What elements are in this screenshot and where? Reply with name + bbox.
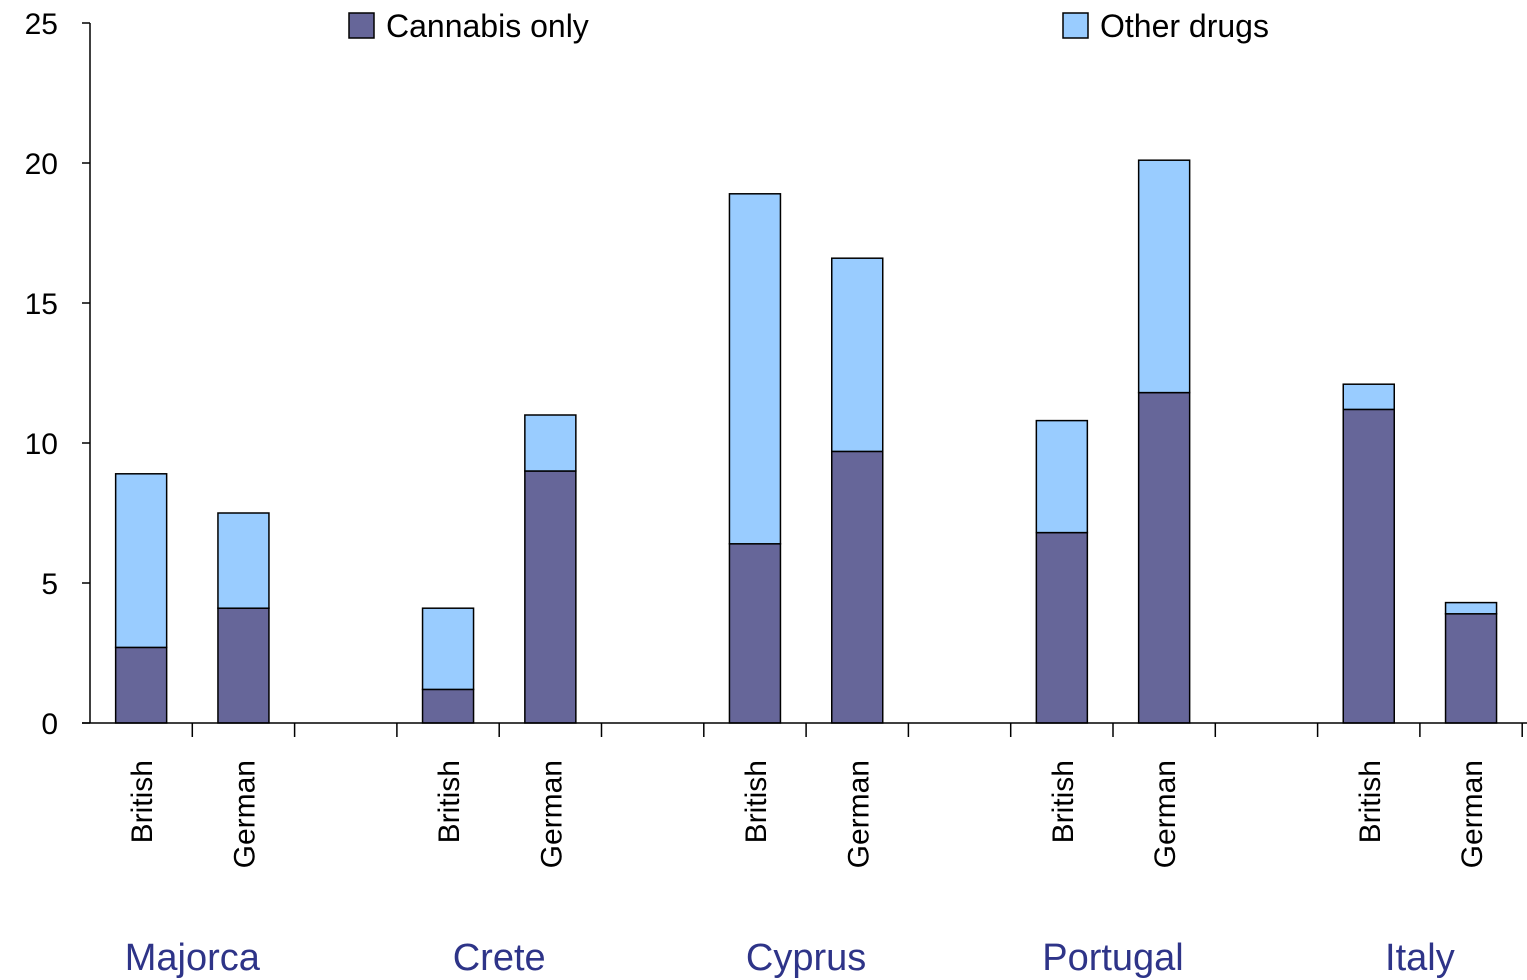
bar-crete-british-other-drugs <box>421 607 475 691</box>
bar-crete-german-cannabis-only <box>524 470 577 724</box>
bar-italy-british-other-drugs <box>1342 383 1395 411</box>
bar-majorca-british-cannabis-only <box>114 646 168 724</box>
legend-swatch-other-drugs <box>1062 12 1089 39</box>
group-label: Portugal <box>1042 937 1184 979</box>
legend: Cannabis only Other drugs <box>348 8 1269 44</box>
x-category-label: German <box>535 760 568 868</box>
y-tick-label: 5 <box>41 568 58 601</box>
bar-portugal-german-other-drugs <box>1137 159 1191 394</box>
y-tick-label: 0 <box>41 708 58 741</box>
group-label: Crete <box>453 937 546 979</box>
bar-majorca-german-other-drugs <box>217 512 270 609</box>
bar-crete-german-other-drugs <box>524 414 577 472</box>
bar-majorca-british-other-drugs <box>114 473 168 649</box>
group-label: Majorca <box>125 937 261 979</box>
group-label: Cyprus <box>746 937 866 979</box>
y-tick-label: 15 <box>25 288 58 321</box>
x-category-label: British <box>1354 760 1387 843</box>
x-category-label: British <box>433 760 466 843</box>
legend-label-other-drugs: Other drugs <box>1100 8 1269 44</box>
x-category-label: German <box>1456 760 1489 868</box>
bar-portugal-german-cannabis-only <box>1137 391 1191 724</box>
bar-cyprus-british-cannabis-only <box>728 543 782 724</box>
bar-italy-german-other-drugs <box>1444 601 1498 615</box>
x-category-label: German <box>1149 760 1182 868</box>
y-tick-label: 10 <box>25 428 58 461</box>
legend-swatch-cannabis-only <box>348 12 375 39</box>
x-category-label: British <box>1047 760 1080 843</box>
x-category-label: German <box>842 760 875 868</box>
group-label: Italy <box>1385 937 1455 979</box>
bar-cyprus-german-other-drugs <box>831 257 884 453</box>
bar-portugal-british-cannabis-only <box>1035 531 1089 724</box>
bar-crete-british-cannabis-only <box>421 688 475 724</box>
bar-italy-british-cannabis-only <box>1342 408 1395 724</box>
y-tick-label: 20 <box>25 148 58 181</box>
bar-cyprus-british-other-drugs <box>728 193 782 545</box>
bar-italy-german-cannabis-only <box>1444 613 1498 724</box>
x-category-label: German <box>228 760 261 868</box>
bar-majorca-german-cannabis-only <box>217 607 270 724</box>
bar-cyprus-german-cannabis-only <box>831 450 884 724</box>
legend-label-cannabis-only: Cannabis only <box>386 8 589 44</box>
bar-portugal-british-other-drugs <box>1035 419 1089 534</box>
y-tick-label: 25 <box>25 8 58 41</box>
axes: 0 5 10 15 20 25 <box>25 8 1527 741</box>
labels: British German Majorca British German Crete Br… <box>125 760 1489 979</box>
x-category-label: British <box>126 760 159 843</box>
bars <box>114 159 1498 724</box>
x-category-label: British <box>740 760 773 843</box>
